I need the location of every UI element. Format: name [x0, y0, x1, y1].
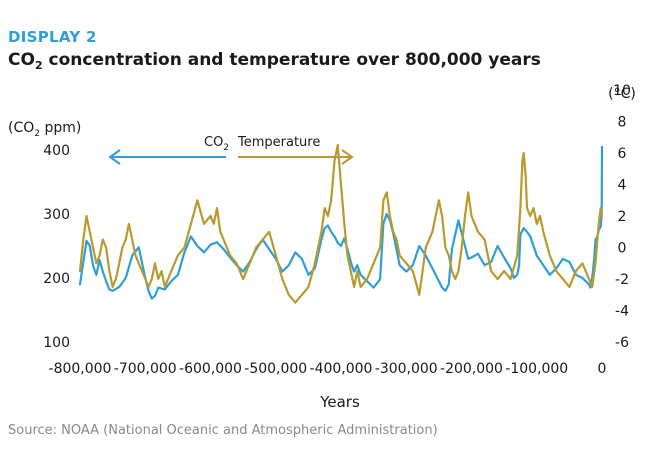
- y-right-tick-label: 8: [618, 115, 627, 131]
- x-tick-label: -700,000: [114, 361, 177, 377]
- y-left-axis-label: (CO2 ppm): [8, 120, 81, 139]
- temperature-series-line: [78, 144, 604, 304]
- x-tick-label: 0: [598, 361, 607, 377]
- chart-title: CO2 concentration and temperature over 8…: [8, 50, 541, 72]
- legend-layer: CO2 Temperature: [108, 135, 354, 165]
- display-label: DISPLAY 2: [8, 28, 97, 46]
- x-tick-label: -300,000: [375, 361, 438, 377]
- temperature-legend-label: Temperature: [237, 135, 320, 150]
- y-right-tick-label: 4: [618, 178, 627, 194]
- axis-layer: 100 200 300 400 -6 -4 -2 0 2 4 6 8 10 -800,000 -700,00…: [8, 83, 636, 411]
- co2-legend-label-subscript: 2: [223, 143, 229, 153]
- y-right-axis-label: (°C): [608, 86, 636, 102]
- x-tick-label: -500,000: [244, 361, 307, 377]
- chart-title-prefix: CO: [8, 50, 35, 70]
- y-right-tick-label: 10: [613, 83, 631, 99]
- co2-legend-arrowhead: [108, 149, 121, 165]
- x-tick-label: -100,000: [505, 361, 568, 377]
- y-left-tick-label: 300: [43, 207, 70, 223]
- chart-title-subscript: 2: [34, 59, 43, 72]
- x-tick-label: -200,000: [440, 361, 503, 377]
- y-left-axis-label-subscript: 2: [34, 129, 40, 139]
- y-right-tick-label: -4: [615, 304, 629, 320]
- y-left-tick-label: 200: [43, 271, 70, 287]
- y-left-tick-label: 400: [43, 143, 70, 159]
- series-layer: [78, 144, 604, 304]
- y-right-tick-label: 0: [618, 241, 627, 257]
- y-right-tick-label: -6: [615, 335, 629, 351]
- co2-series-line: [78, 145, 604, 300]
- chart-title-suffix: concentration and temperature over 800,0…: [42, 50, 541, 70]
- y-left-axis-label-suffix: ppm): [40, 120, 81, 136]
- co2-legend-label-prefix: CO: [204, 135, 223, 150]
- y-right-tick-label: 6: [618, 146, 627, 162]
- x-tick-label: -800,000: [49, 361, 112, 377]
- x-tick-label: -600,000: [179, 361, 242, 377]
- y-left-tick-label: 100: [43, 335, 70, 351]
- temperature-legend-arrowhead: [341, 149, 354, 165]
- y-right-tick-label: -2: [615, 272, 629, 288]
- x-tick-label: -400,000: [310, 361, 373, 377]
- co2-legend-label: CO2: [204, 135, 229, 153]
- x-axis-label: Years: [319, 393, 360, 411]
- y-right-tick-label: 2: [618, 209, 627, 225]
- y-left-axis-label-prefix: (CO: [8, 120, 34, 136]
- source-note: Source: NOAA (National Oceanic and Atmos…: [8, 423, 438, 438]
